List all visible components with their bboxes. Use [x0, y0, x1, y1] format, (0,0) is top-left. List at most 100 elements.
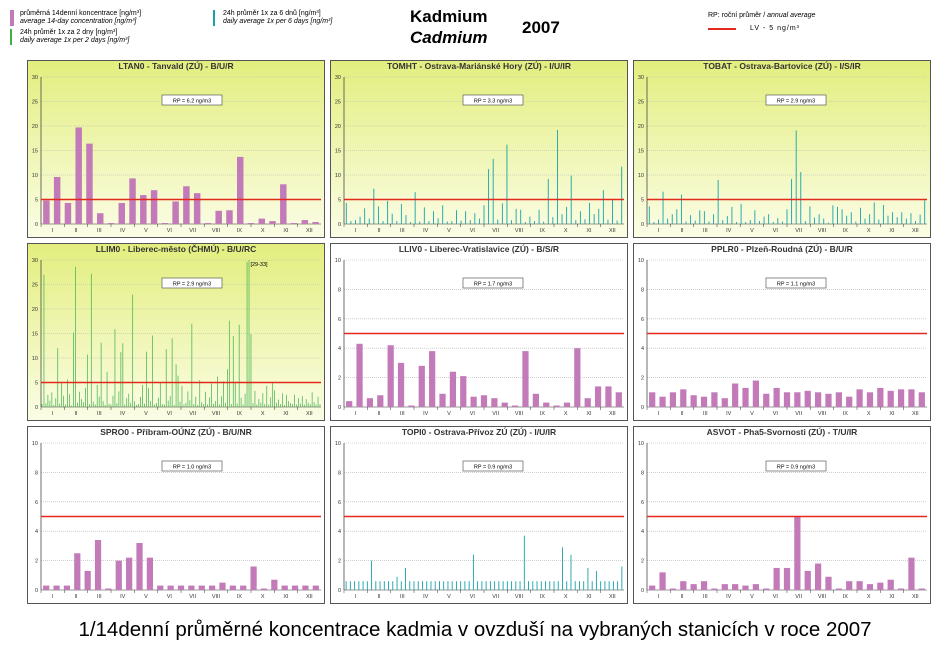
month-label: II	[680, 411, 684, 417]
data-bar	[856, 581, 863, 590]
data-bar	[219, 582, 226, 590]
month-label: XII	[609, 594, 616, 600]
panel-title: LTAN0 - Tanvald (ZÚ) - B/U/R	[118, 60, 233, 71]
data-bar	[742, 387, 749, 407]
month-label: XII	[912, 594, 919, 600]
data-bar	[183, 186, 190, 224]
data-bar	[794, 392, 801, 407]
month-label: IX	[237, 228, 243, 234]
data-bar	[250, 566, 257, 590]
month-label: VII	[795, 594, 802, 600]
panel-title: ASVOT - Pha5-Svornosti (ZÚ) - T/U/IR	[707, 426, 858, 437]
month-label: VI	[167, 594, 173, 600]
month-label: I	[52, 411, 54, 417]
chart-panel-9: ASVOT - Pha5-Svornosti (ZÚ) - T/U/IR 0 2 4 6…	[633, 426, 931, 604]
rp-box	[161, 94, 223, 106]
y-tick-label: 30	[335, 75, 341, 81]
month-label: X	[564, 228, 568, 234]
y-tick-label: 0	[641, 405, 644, 411]
month-label: IV	[423, 411, 429, 417]
data-bar	[97, 213, 104, 224]
page-title-year: 2007	[522, 18, 560, 37]
y-tick-label: 10	[638, 441, 644, 447]
month-label: IV	[120, 228, 126, 234]
month-label: II	[377, 411, 381, 417]
month-label: I	[355, 228, 357, 234]
data-bar	[75, 127, 82, 224]
rp-label: RP = 2.9 ng/m3	[777, 99, 815, 105]
data-bar	[835, 588, 842, 590]
legend-2day-en: daily average 1x per 2 days [ng/m³]	[20, 37, 130, 44]
month-label: XI	[889, 411, 895, 417]
rp-box	[765, 277, 827, 289]
y-tick-label: 6	[641, 500, 644, 506]
data-bar	[377, 395, 384, 407]
panel-title: LLIM0 - Liberec-město (ČHMÚ) - B/U/RC	[96, 243, 257, 254]
month-label: IV	[726, 228, 732, 234]
chart-panel-2: TOMHT - Ostrava-Mariánské Hory (ZÚ) - I/…	[330, 60, 628, 238]
rp-note: RP: roční průměr / annual average	[708, 12, 815, 19]
y-tick-label: 30	[32, 75, 38, 81]
data-bar	[532, 393, 539, 407]
y-tick-label: 5	[35, 198, 38, 204]
month-label: II	[377, 228, 381, 234]
y-tick-label: 2	[35, 559, 38, 565]
data-bar	[150, 190, 158, 224]
data-bar	[897, 588, 905, 590]
data-bar	[512, 405, 519, 407]
y-tick-label: 8	[641, 287, 644, 293]
data-bar	[877, 582, 884, 590]
month-label: V	[144, 411, 148, 417]
month-label: IX	[237, 594, 243, 600]
month-label: X	[261, 411, 265, 417]
y-tick-label: 30	[32, 258, 38, 264]
chart-panel-1: LTAN0 - Tanvald (ZÚ) - B/U/R 0 5 10 15 20 25 30…	[27, 60, 325, 238]
month-label: IV	[120, 594, 126, 600]
rp-box	[161, 277, 223, 289]
month-label: III	[97, 594, 102, 600]
data-bar	[866, 392, 874, 407]
data-bar	[742, 585, 749, 590]
data-bar	[129, 178, 136, 224]
month-label: VII	[795, 411, 802, 417]
legend-14day-en: average 14-day concentration [ng/m³]	[20, 18, 137, 25]
data-bar	[563, 402, 571, 407]
month-label: IX	[237, 411, 243, 417]
data-bar	[680, 389, 687, 407]
month-label: I	[658, 411, 660, 417]
month-label: VIII	[818, 411, 827, 417]
rp-box	[462, 460, 524, 472]
month-label: V	[447, 228, 451, 234]
month-label: IX	[843, 411, 849, 417]
month-label: XI	[586, 594, 592, 600]
data-bar	[605, 386, 612, 407]
data-bar	[247, 223, 255, 224]
y-tick-label: 0	[338, 588, 341, 594]
data-bar	[501, 402, 508, 407]
month-label: X	[867, 411, 871, 417]
month-label: VII	[189, 594, 196, 600]
y-tick-label: 2	[338, 559, 341, 565]
month-label: II	[680, 594, 684, 600]
month-label: IX	[540, 594, 546, 600]
data-bar	[815, 563, 822, 590]
y-tick-label: 10	[638, 173, 644, 179]
month-label: III	[400, 411, 405, 417]
month-label: V	[750, 594, 754, 600]
month-label: III	[400, 594, 405, 600]
month-label: XII	[306, 594, 313, 600]
y-tick-label: 0	[35, 588, 38, 594]
data-bar	[271, 579, 278, 590]
month-label: XI	[586, 411, 592, 417]
y-tick-label: 8	[338, 470, 341, 476]
y-tick-label: 0	[641, 222, 644, 228]
y-tick-label: 2	[641, 559, 644, 565]
data-bar	[64, 202, 72, 224]
y-tick-label: 10	[335, 173, 341, 179]
month-label: II	[74, 411, 78, 417]
month-label: VI	[167, 411, 173, 417]
y-tick-label: 0	[35, 405, 38, 411]
data-bar	[615, 392, 622, 407]
data-bar	[161, 223, 169, 224]
month-label: VI	[470, 228, 476, 234]
